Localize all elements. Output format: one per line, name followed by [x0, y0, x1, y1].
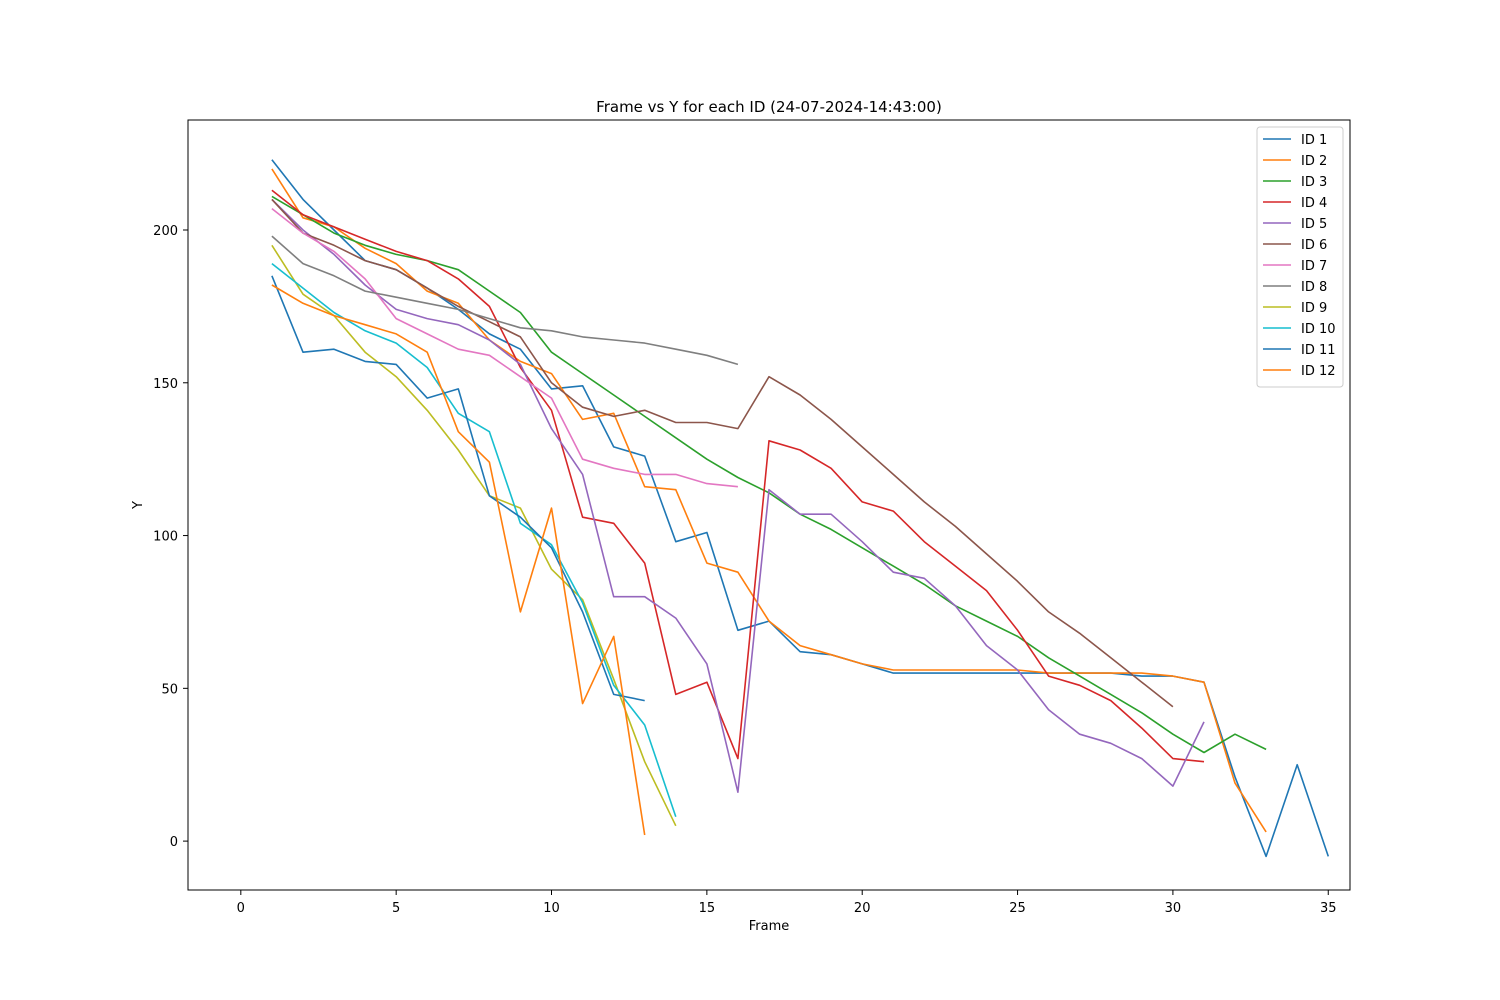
- x-tick-label: 30: [1165, 901, 1182, 916]
- series-line-id-1: [271, 159, 1330, 858]
- x-axis: 0 5 10 15 20 25 30 35: [237, 890, 1337, 916]
- y-tick-label: 150: [153, 377, 178, 392]
- series-line-id-10: [271, 262, 677, 817]
- y-tick-label: 0: [170, 835, 178, 850]
- series-line-id-2: [271, 168, 1267, 833]
- legend-label: ID 11: [1301, 343, 1336, 358]
- legend-box: [1256, 126, 1344, 388]
- series-line-id-9: [271, 244, 677, 827]
- series-layer: [271, 159, 1330, 858]
- legend-label: ID 4: [1301, 196, 1327, 211]
- x-tick-label: 10: [543, 901, 560, 916]
- chart-title: Frame vs Y for each ID (24-07-2024-14:43…: [596, 98, 942, 116]
- x-axis-label: Frame: [749, 919, 790, 934]
- series-line-id-11: [271, 275, 645, 702]
- legend-label: ID 7: [1301, 259, 1327, 274]
- series-line-id-5: [271, 198, 1205, 794]
- x-tick-label: 5: [392, 901, 400, 916]
- plot-frame: [187, 119, 1351, 891]
- y-axis: 0 50 100 150 200: [153, 224, 188, 850]
- y-axis-label: Y: [131, 501, 146, 510]
- series-line-id-12: [271, 284, 646, 836]
- legend-label: ID 2: [1301, 154, 1327, 169]
- y-tick-label: 100: [153, 530, 178, 545]
- legend-label: ID 12: [1301, 364, 1336, 379]
- legend-label: ID 8: [1301, 280, 1327, 295]
- legend-label: ID 6: [1301, 238, 1327, 253]
- series-line-id-6: [271, 198, 1174, 708]
- legend-label: ID 3: [1301, 175, 1327, 190]
- x-tick-label: 0: [237, 901, 245, 916]
- x-tick-label: 15: [699, 901, 716, 916]
- y-tick-label: 200: [153, 224, 178, 239]
- legend-label: ID 5: [1301, 217, 1327, 232]
- series-line-id-7: [271, 207, 738, 488]
- legend: ID 1 ID 2 ID 3 ID 4 ID 5 ID 6 ID 7 ID 8 ID 9 ID 1…: [1256, 126, 1344, 388]
- x-tick-label: 20: [854, 901, 871, 916]
- series-line-id-8: [271, 235, 739, 366]
- legend-label: ID 9: [1301, 301, 1327, 316]
- series-line-id-4: [271, 189, 1205, 763]
- x-tick-label: 35: [1320, 901, 1337, 916]
- x-tick-label: 25: [1009, 901, 1026, 916]
- y-tick-label: 50: [161, 682, 178, 697]
- legend-label: ID 10: [1301, 322, 1336, 337]
- legend-label: ID 1: [1301, 133, 1327, 148]
